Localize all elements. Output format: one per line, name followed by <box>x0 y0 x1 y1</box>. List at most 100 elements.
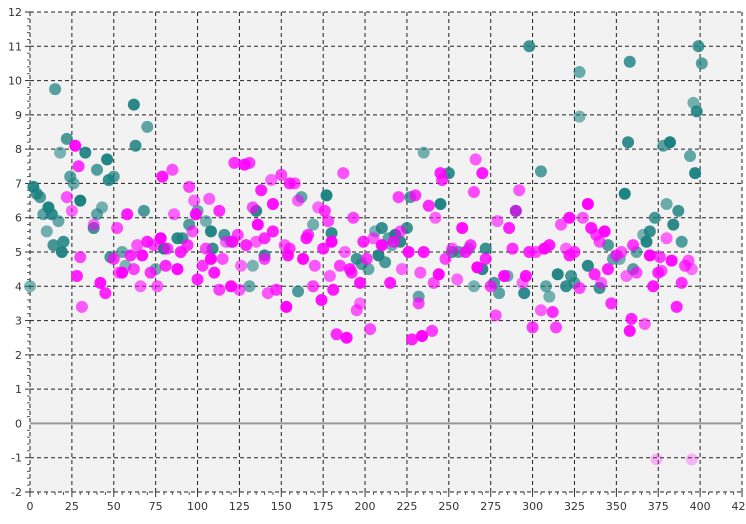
y-tick-label: 1 <box>15 383 22 396</box>
scatter-point <box>246 259 259 272</box>
scatter-point <box>550 321 563 334</box>
scatter-point <box>601 263 614 276</box>
scatter-point <box>379 256 392 269</box>
scatter-point <box>99 287 112 300</box>
scatter-point <box>623 324 636 337</box>
scatter-point <box>417 146 430 159</box>
scatter-point <box>630 266 643 279</box>
scatter-point <box>354 297 367 310</box>
scatter-point <box>622 136 635 149</box>
scatter-point <box>667 218 680 231</box>
scatter-point <box>302 228 315 241</box>
scatter-point <box>338 246 351 258</box>
scatter-point <box>40 225 53 238</box>
scatter-point <box>91 163 104 176</box>
y-tick-label: 8 <box>15 143 22 156</box>
x-tick-label: 250 <box>438 500 459 513</box>
scatter-point <box>151 280 164 293</box>
scatter-point <box>60 191 73 204</box>
scatter-point <box>563 211 576 224</box>
scatter-point <box>655 264 668 277</box>
scatter-point <box>166 163 179 176</box>
scatter-point <box>360 252 373 265</box>
scatter-point <box>643 249 656 262</box>
scatter-point <box>665 254 678 267</box>
scatter-point <box>595 276 608 289</box>
scatter-point <box>670 300 683 313</box>
scatter-point <box>243 280 256 293</box>
scatter-point <box>199 242 212 255</box>
scatter-point <box>367 232 380 245</box>
y-tick-label: 3 <box>15 315 22 328</box>
x-tick-label: 175 <box>313 500 334 513</box>
scatter-point <box>79 146 92 159</box>
scatter-point <box>131 239 144 252</box>
scatter-point <box>643 225 656 238</box>
scatter-point <box>231 228 244 241</box>
scatter-point <box>270 283 283 296</box>
scatter-point <box>127 98 140 111</box>
scatter-point <box>65 204 78 217</box>
scatter-point <box>375 222 388 234</box>
x-tick-label: 425 <box>732 500 746 513</box>
scatter-point <box>292 285 305 298</box>
scatter-point <box>337 167 350 180</box>
scatter-point <box>54 146 67 159</box>
scatter-point <box>436 174 449 186</box>
scatter-point <box>347 211 360 224</box>
scatter-point <box>555 218 568 231</box>
scatter-point <box>684 150 697 162</box>
scatter-point <box>96 201 109 214</box>
scatter-point <box>322 215 335 228</box>
scatter-point <box>55 246 68 258</box>
scatter-point <box>573 66 586 78</box>
scatter-point <box>429 211 442 224</box>
scatter-point <box>593 235 606 248</box>
scatter-point <box>689 167 702 180</box>
scatter-point <box>405 333 418 346</box>
scatter-point <box>509 204 522 217</box>
scatter-point <box>199 215 212 228</box>
scatter-point <box>94 276 107 289</box>
scatter-point <box>69 139 82 152</box>
scatter-point <box>266 225 279 238</box>
scatter-point <box>402 246 415 258</box>
scatter-point <box>467 280 480 293</box>
scatter-point <box>675 276 688 289</box>
scatter-point <box>573 110 586 123</box>
scatter-point <box>134 280 147 293</box>
x-tick-label: 75 <box>149 500 163 513</box>
scatter-point <box>409 189 422 202</box>
scatter-point <box>171 263 184 276</box>
scatter-point <box>72 160 85 173</box>
x-tick-label: 325 <box>564 500 585 513</box>
scatter-point <box>417 246 430 258</box>
scatter-point <box>491 215 504 228</box>
scatter-point <box>392 191 405 204</box>
scatter-point <box>588 268 601 281</box>
scatter-point <box>107 170 120 183</box>
y-tick-label: 0 <box>15 417 22 430</box>
scatter-point <box>189 208 202 221</box>
scatter-point <box>357 235 370 248</box>
y-tick-label: 4 <box>15 280 22 293</box>
scatter-point <box>503 222 516 234</box>
scatter-point <box>243 156 256 169</box>
scatter-point-faint <box>685 453 698 466</box>
scatter-point <box>526 321 539 334</box>
scatter-point <box>581 259 594 272</box>
scatter-point <box>551 268 564 281</box>
scatter-point <box>493 287 506 300</box>
scatter-point <box>292 194 305 207</box>
y-tick-label: 2 <box>15 349 22 362</box>
scatter-point <box>387 235 400 248</box>
scatter-point <box>137 204 150 217</box>
scatter-point <box>675 235 688 248</box>
scatter-point <box>57 235 70 248</box>
x-tick-label: 200 <box>355 500 376 513</box>
scatter-point <box>121 208 134 221</box>
scatter-point <box>640 235 653 248</box>
scatter-point <box>307 280 320 293</box>
minor-ticks <box>27 18 735 495</box>
scatter-point <box>464 239 477 252</box>
